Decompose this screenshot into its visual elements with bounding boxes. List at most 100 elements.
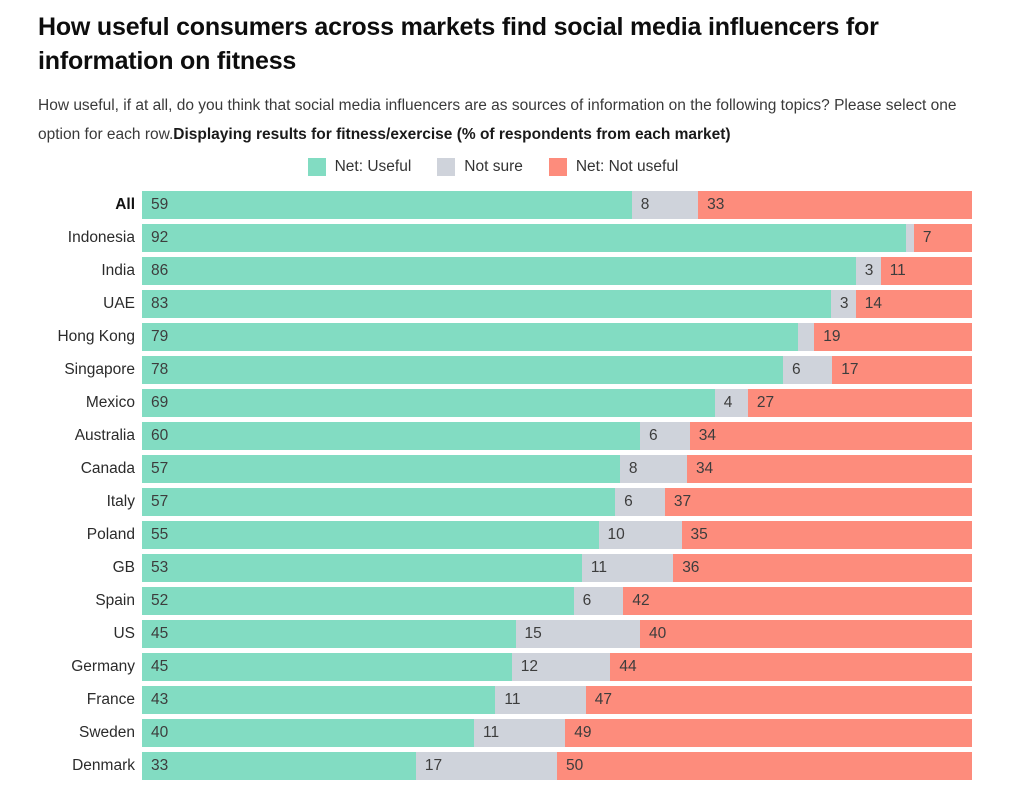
bar-segment-net-useful: 55 bbox=[142, 521, 599, 549]
segment-value-label: 11 bbox=[483, 724, 500, 741]
segment-value-label: 8 bbox=[628, 460, 638, 477]
segment-value-label: 33 bbox=[151, 757, 169, 774]
chart-row-uae: UAE 83 3 14 bbox=[38, 290, 972, 318]
segment-value-label: 57 bbox=[151, 493, 169, 510]
bar-segment-net-not-useful: 49 bbox=[565, 719, 972, 747]
legend-label: Net: Useful bbox=[334, 158, 412, 175]
bar-track: 78 6 17 bbox=[142, 356, 972, 384]
chart-row-singapore: Singapore 78 6 17 bbox=[38, 356, 972, 384]
segment-value-label: 44 bbox=[619, 658, 637, 675]
bar-segment-not-sure: 11 bbox=[474, 719, 566, 747]
bar-segment-net-not-useful: 7 bbox=[913, 224, 972, 252]
segment-value-label: 45 bbox=[151, 658, 169, 675]
segment-value-label: 92 bbox=[151, 229, 169, 246]
bar-segment-net-useful: 92 bbox=[142, 224, 906, 252]
segment-value-label: 12 bbox=[520, 658, 539, 675]
bar-segment-net-not-useful: 37 bbox=[664, 488, 972, 516]
segment-value-label: 83 bbox=[151, 295, 169, 312]
bar-segment-not-sure: 15 bbox=[515, 620, 640, 648]
bar-segment-not-sure: 11 bbox=[581, 554, 674, 582]
legend-label: Not sure bbox=[464, 158, 523, 175]
bar-track: 57 6 37 bbox=[142, 488, 972, 516]
segment-value-label: 42 bbox=[632, 592, 650, 609]
segment-value-label: 86 bbox=[151, 262, 169, 279]
bar-track: 57 8 34 bbox=[142, 455, 972, 483]
bar-segment-net-not-useful: 47 bbox=[585, 686, 972, 714]
bar-segment-net-not-useful: 50 bbox=[556, 752, 972, 780]
category-label: UAE bbox=[103, 295, 135, 312]
chart-row-india: India 86 3 11 bbox=[38, 257, 972, 285]
bar-segment-net-not-useful: 27 bbox=[747, 389, 972, 417]
bar-segment-net-not-useful: 36 bbox=[673, 554, 972, 582]
bar-segment-net-useful: 53 bbox=[142, 554, 582, 582]
legend-item-net-not-useful: Net: Not useful bbox=[548, 158, 678, 176]
segment-value-label: 33 bbox=[707, 196, 725, 213]
bar-track: 45 15 40 bbox=[142, 620, 972, 648]
subtitle-question: How useful, if at all, do you think that… bbox=[38, 97, 957, 143]
chart-row-hong-kong: Hong Kong 79 19 bbox=[38, 323, 972, 351]
bar-segment-not-sure: 3 bbox=[855, 257, 881, 285]
segment-value-label: 55 bbox=[151, 526, 169, 543]
bar-segment-net-useful: 43 bbox=[142, 686, 496, 714]
legend: Net: Useful Not sure Net: Not useful bbox=[26, 158, 960, 176]
segment-value-label: 6 bbox=[791, 361, 801, 378]
segment-value-label: 52 bbox=[151, 592, 169, 609]
bar-segment-net-useful: 78 bbox=[142, 356, 783, 384]
bar-track: 83 3 14 bbox=[142, 290, 972, 318]
bar-segment-not-sure: 11 bbox=[495, 686, 586, 714]
bar-segment-net-useful: 33 bbox=[142, 752, 416, 780]
category-label: All bbox=[115, 196, 135, 213]
segment-value-label: 45 bbox=[151, 625, 169, 642]
chart-row-sweden: Sweden 40 11 49 bbox=[38, 719, 972, 747]
bar-track: 79 19 bbox=[142, 323, 972, 351]
chart-row-italy: Italy 57 6 37 bbox=[38, 488, 972, 516]
segment-value-label: 3 bbox=[864, 262, 874, 279]
bar-segment-net-useful: 59 bbox=[142, 191, 632, 219]
segment-value-label: 10 bbox=[607, 526, 625, 543]
bar-segment-net-not-useful: 40 bbox=[640, 620, 972, 648]
segment-value-label: 37 bbox=[673, 493, 692, 510]
category-label: Canada bbox=[80, 460, 135, 477]
segment-value-label: 59 bbox=[151, 196, 169, 213]
chart-row-germany: Germany 45 12 44 bbox=[38, 653, 972, 681]
stacked-bar-chart: All 59 8 33 Indonesia 92 7 India 86 3 11 UAE 83 3 14 Ho… bbox=[38, 191, 972, 780]
bar-segment-not-sure: 6 bbox=[782, 356, 833, 384]
bar-segment-net-not-useful: 17 bbox=[832, 356, 972, 384]
bar-segment-net-not-useful: 34 bbox=[689, 422, 972, 450]
legend-swatch-net-not-useful bbox=[548, 158, 567, 176]
category-label: Australia bbox=[74, 427, 135, 444]
segment-value-label: 11 bbox=[590, 559, 607, 576]
category-label: Spain bbox=[95, 592, 135, 609]
chart-row-indonesia: Indonesia 92 7 bbox=[38, 224, 972, 252]
segment-value-label: 15 bbox=[524, 625, 542, 642]
segment-value-label: 6 bbox=[649, 427, 658, 444]
bar-segment-not-sure: 6 bbox=[615, 488, 665, 516]
segment-value-label: 78 bbox=[151, 361, 169, 378]
subtitle-displaying-note: Displaying results for fitness/exercise … bbox=[173, 126, 731, 143]
segment-value-label: 8 bbox=[640, 196, 650, 213]
category-label: Poland bbox=[86, 526, 135, 543]
segment-value-label: 34 bbox=[695, 460, 714, 477]
bar-segment-net-not-useful: 42 bbox=[623, 587, 972, 615]
bar-segment-net-not-useful: 35 bbox=[681, 521, 972, 549]
category-label: Singapore bbox=[64, 361, 135, 378]
segment-value-label: 69 bbox=[151, 394, 169, 411]
category-label: France bbox=[86, 691, 135, 708]
segment-value-label: 19 bbox=[823, 328, 841, 345]
category-label: GB bbox=[112, 559, 135, 576]
bar-segment-net-not-useful: 14 bbox=[855, 290, 972, 318]
category-label: Sweden bbox=[78, 724, 135, 741]
category-label: Denmark bbox=[72, 757, 135, 774]
bar-track: 86 3 11 bbox=[142, 257, 972, 285]
category-label: Mexico bbox=[85, 394, 135, 411]
bar-track: 55 10 35 bbox=[142, 521, 972, 549]
bar-segment-not-sure: 8 bbox=[631, 191, 699, 219]
bar-segment-not-sure: 8 bbox=[619, 455, 687, 483]
segment-value-label: 6 bbox=[582, 592, 592, 609]
segment-value-label: 40 bbox=[151, 724, 169, 741]
category-label: India bbox=[101, 262, 135, 279]
bar-segment-net-useful: 45 bbox=[142, 620, 516, 648]
bar-segment-net-useful: 57 bbox=[142, 488, 616, 516]
bar-segment-net-useful: 57 bbox=[142, 455, 620, 483]
